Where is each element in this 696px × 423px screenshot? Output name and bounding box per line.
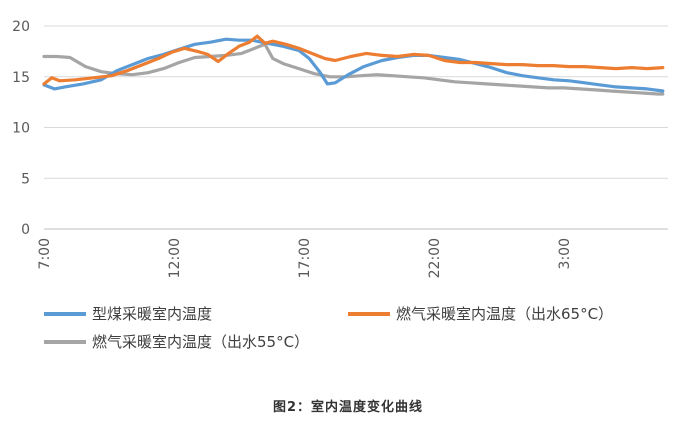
legend-item-gas-55: 燃气采暖室内温度（出水55°C） <box>44 331 309 352</box>
legend-label-coal: 型煤采暖室内温度 <box>92 305 213 323</box>
series-line-coal <box>42 37 665 93</box>
y-tick-label: 20 <box>12 19 30 35</box>
y-tick-label: 0 <box>21 222 30 238</box>
x-axis-ticks: 7:00 12:00 17:00 22:00 3:00 <box>37 238 573 278</box>
x-tick-label: 22:00 <box>427 238 443 278</box>
legend-label-gas-65: 燃气采暖室内温度（出水65°C） <box>396 305 614 323</box>
y-tick-label: 5 <box>21 171 30 187</box>
y-axis-ticks: 0 5 10 15 20 <box>12 19 30 238</box>
x-tick-label: 7:00 <box>37 238 53 269</box>
figure-caption: 图2：室内温度变化曲线 <box>272 400 424 415</box>
x-tick-label: 17:00 <box>297 238 313 278</box>
legend-swatch-gas-55 <box>44 339 86 344</box>
x-tick-label: 12:00 <box>167 238 183 278</box>
legend-label-gas-55: 燃气采暖室内温度（出水55°C） <box>92 333 310 351</box>
y-tick-label: 10 <box>12 121 30 137</box>
legend-swatch-coal <box>44 311 86 316</box>
legend-item-coal: 型煤采暖室内温度 <box>44 303 212 324</box>
x-tick-label: 3:00 <box>557 238 573 269</box>
series-line-gas-55 <box>42 42 665 96</box>
gridlines <box>44 25 668 230</box>
legend-swatch-gas-65 <box>348 311 390 316</box>
y-tick-label: 15 <box>12 70 30 86</box>
legend-item-gas-65: 燃气采暖室内温度（出水65°C） <box>348 303 613 324</box>
series-line-gas-65 <box>42 34 665 86</box>
series-lines <box>42 34 665 96</box>
